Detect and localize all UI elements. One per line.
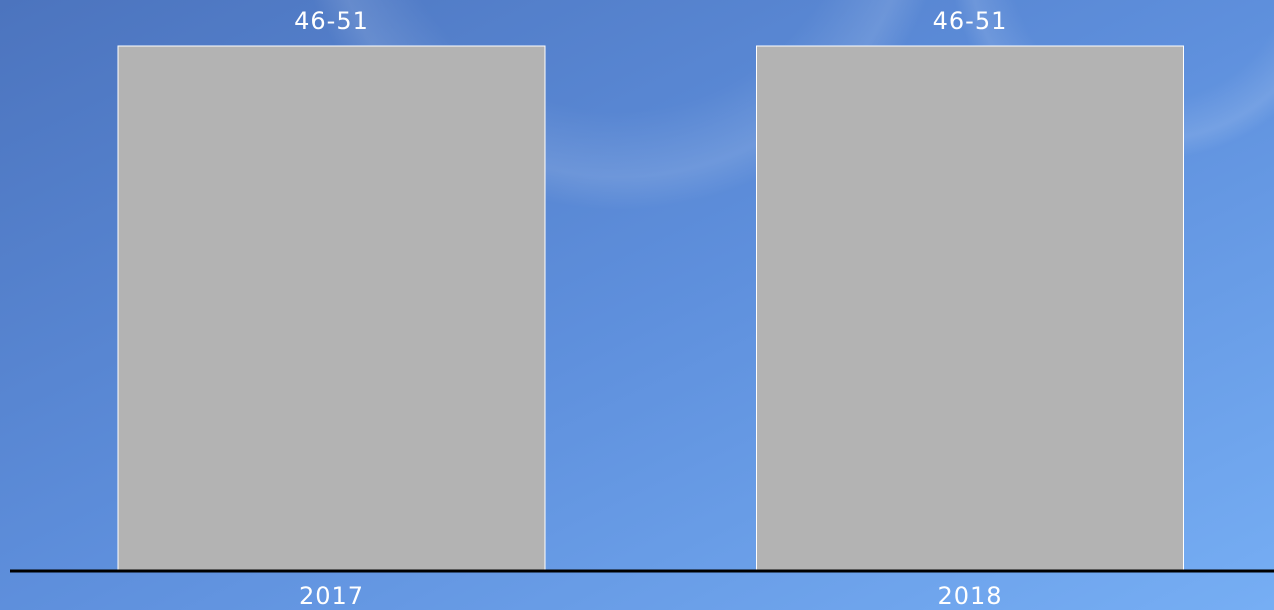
x-tick-label: 2017: [299, 582, 364, 610]
data-label: 46-51: [933, 7, 1008, 35]
data-label: 46-51: [294, 7, 369, 35]
x-tick-label: 2018: [937, 582, 1002, 610]
bar: [756, 45, 1184, 572]
bar: [117, 45, 546, 572]
